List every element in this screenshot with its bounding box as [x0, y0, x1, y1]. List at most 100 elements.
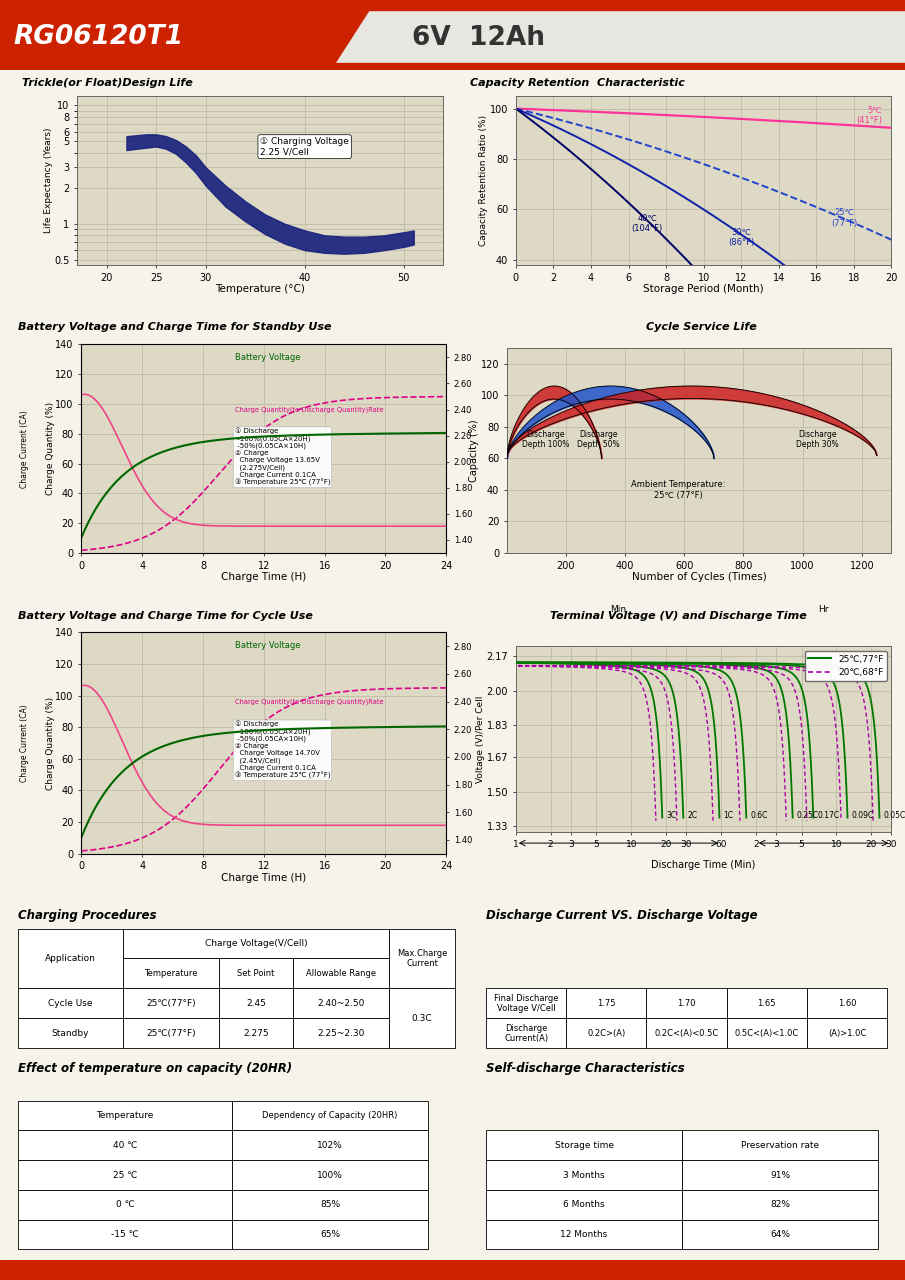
Text: Battery Voltage: Battery Voltage: [234, 641, 300, 650]
Bar: [646, 1019, 727, 1048]
Bar: [646, 988, 727, 1019]
Text: Charging Procedures: Charging Procedures: [18, 909, 157, 922]
Text: Trickle(or Float)Design Life: Trickle(or Float)Design Life: [23, 78, 194, 88]
Text: Ambient Temperature:
25℃ (77°F): Ambient Temperature: 25℃ (77°F): [631, 480, 726, 499]
Legend: 25℃,77°F, 20℃,68°F: 25℃,77°F, 20℃,68°F: [805, 652, 887, 681]
Text: Preservation rate: Preservation rate: [741, 1140, 819, 1149]
Text: 2C: 2C: [687, 812, 697, 820]
Text: 25℃(77°F): 25℃(77°F): [146, 998, 195, 1007]
Text: Charge Current (CA): Charge Current (CA): [21, 410, 30, 488]
Bar: [486, 1019, 567, 1048]
Text: Charge Current (CA): Charge Current (CA): [21, 704, 30, 782]
Text: Battery Voltage and Charge Time for Standby Use: Battery Voltage and Charge Time for Stan…: [18, 323, 331, 333]
Bar: [219, 988, 293, 1019]
Bar: [682, 1160, 878, 1190]
Y-axis label: Charge Quantity (%): Charge Quantity (%): [46, 402, 55, 495]
Bar: [18, 1220, 232, 1249]
Bar: [389, 988, 455, 1048]
Bar: [567, 1019, 646, 1048]
Bar: [123, 959, 219, 988]
Bar: [807, 988, 887, 1019]
Text: 0.17C: 0.17C: [817, 812, 839, 820]
Text: Dependency of Capacity (20HR): Dependency of Capacity (20HR): [262, 1111, 397, 1120]
Text: 82%: 82%: [770, 1201, 790, 1210]
Text: 1.65: 1.65: [757, 998, 776, 1007]
Text: 1.75: 1.75: [597, 998, 615, 1007]
Text: 0.2C<(A)<0.5C: 0.2C<(A)<0.5C: [654, 1029, 719, 1038]
Bar: [727, 1019, 807, 1048]
Text: 25 ℃: 25 ℃: [113, 1170, 138, 1180]
Text: 85%: 85%: [319, 1201, 340, 1210]
Text: Battery Voltage and Charge Time for Cycle Use: Battery Voltage and Charge Time for Cycl…: [18, 611, 313, 621]
Text: 64%: 64%: [770, 1230, 790, 1239]
Text: 3C: 3C: [666, 812, 676, 820]
Bar: [389, 928, 455, 988]
Text: Terminal Voltage (V) and Discharge Time: Terminal Voltage (V) and Discharge Time: [550, 611, 807, 621]
Text: Discharge
Depth 100%: Discharge Depth 100%: [521, 430, 569, 449]
Text: 2.40~2.50: 2.40~2.50: [318, 998, 365, 1007]
Bar: [0, 0, 905, 10]
Text: 0.25C: 0.25C: [796, 812, 819, 820]
Bar: [232, 1160, 428, 1190]
X-axis label: Discharge Time (Min): Discharge Time (Min): [652, 860, 756, 869]
X-axis label: Charge Time (H): Charge Time (H): [221, 572, 307, 582]
Text: Temperature: Temperature: [144, 969, 197, 978]
Bar: [486, 1160, 682, 1190]
Text: 40℃
(104°F): 40℃ (104°F): [632, 214, 663, 233]
Text: 0.05C: 0.05C: [883, 812, 905, 820]
Text: 6V  12Ah: 6V 12Ah: [412, 26, 545, 51]
Bar: [232, 1101, 428, 1130]
Text: 1.60: 1.60: [838, 998, 856, 1007]
Y-axis label: Capacity (%): Capacity (%): [470, 420, 480, 481]
Text: Discharge
Current(A): Discharge Current(A): [504, 1024, 548, 1043]
Text: 40 ℃: 40 ℃: [113, 1140, 138, 1149]
X-axis label: Charge Time (H): Charge Time (H): [221, 873, 307, 883]
Text: Application: Application: [45, 954, 96, 963]
Text: Battery Voltage: Battery Voltage: [234, 353, 300, 362]
Bar: [18, 1190, 232, 1220]
Text: Discharge Current VS. Discharge Voltage: Discharge Current VS. Discharge Voltage: [486, 909, 757, 922]
Bar: [232, 1190, 428, 1220]
Bar: [18, 988, 123, 1019]
Text: 102%: 102%: [317, 1140, 343, 1149]
Text: Discharge
Depth 30%: Discharge Depth 30%: [796, 430, 839, 449]
Bar: [727, 988, 807, 1019]
Text: Max.Charge
Current: Max.Charge Current: [396, 948, 447, 968]
Text: Cycle Use: Cycle Use: [48, 998, 92, 1007]
Bar: [486, 1130, 682, 1160]
Text: 6 Months: 6 Months: [563, 1201, 605, 1210]
Text: Temperature: Temperature: [96, 1111, 154, 1120]
Bar: [219, 1019, 293, 1048]
Bar: [807, 1019, 887, 1048]
Polygon shape: [0, 0, 376, 70]
Text: 2.45: 2.45: [246, 998, 266, 1007]
Bar: [486, 1220, 682, 1249]
Text: 0.09C: 0.09C: [852, 812, 873, 820]
Text: 3 Months: 3 Months: [563, 1170, 605, 1180]
Bar: [682, 1190, 878, 1220]
Text: 91%: 91%: [770, 1170, 790, 1180]
Text: 0.6C: 0.6C: [750, 812, 767, 820]
Text: Charge Quantity(to Discharge Quantity)Rate: Charge Quantity(to Discharge Quantity)Ra…: [234, 407, 383, 413]
Bar: [219, 959, 293, 988]
Text: 12 Months: 12 Months: [560, 1230, 607, 1239]
Bar: [18, 928, 123, 988]
Bar: [123, 928, 389, 959]
Bar: [232, 1130, 428, 1160]
Text: Charge Voltage(V/Cell): Charge Voltage(V/Cell): [205, 940, 308, 948]
Text: ① Discharge
 -100%(0.05CA×20H)
 -50%(0.05CA×10H)
② Charge
  Charge Voltage 13.65: ① Discharge -100%(0.05CA×20H) -50%(0.05C…: [234, 428, 330, 486]
Bar: [682, 1220, 878, 1249]
Bar: [293, 1019, 389, 1048]
Text: Hr: Hr: [818, 604, 829, 613]
Text: 1C: 1C: [723, 812, 733, 820]
Text: 25℃
(77°F): 25℃ (77°F): [832, 209, 858, 228]
Text: Discharge
Depth 50%: Discharge Depth 50%: [577, 430, 620, 449]
Text: 5℃
(41°F): 5℃ (41°F): [856, 106, 882, 125]
Bar: [18, 1019, 123, 1048]
Text: Storage time: Storage time: [555, 1140, 614, 1149]
Text: 0.5C<(A)<1.0C: 0.5C<(A)<1.0C: [735, 1029, 799, 1038]
Text: Set Point: Set Point: [237, 969, 275, 978]
Bar: [0, 64, 905, 70]
Bar: [18, 1130, 232, 1160]
Text: 25℃(77°F): 25℃(77°F): [146, 1029, 195, 1038]
